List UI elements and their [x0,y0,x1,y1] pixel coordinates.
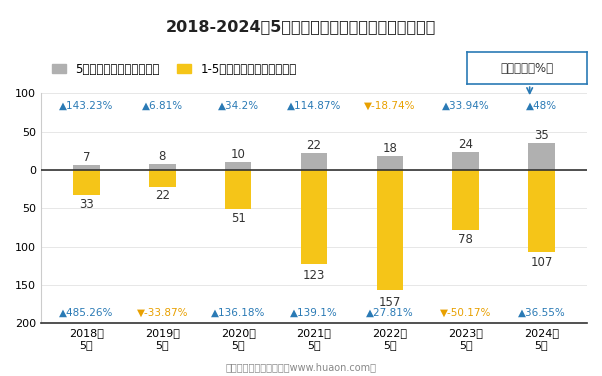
Bar [528,143,555,170]
Text: 123: 123 [303,269,325,282]
Bar [73,165,100,170]
Bar [528,170,555,252]
Legend: 5月期权成交金额（亿元）, 1-5月期权成交金额（亿元）: 5月期权成交金额（亿元）, 1-5月期权成交金额（亿元） [47,58,302,80]
Bar [452,152,479,170]
Text: 制图：华经产业研究院（www.huaon.com）: 制图：华经产业研究院（www.huaon.com） [226,362,376,372]
Bar [377,156,403,170]
Text: 8: 8 [159,150,166,163]
Bar [377,170,403,290]
Text: 22: 22 [155,189,170,202]
Text: 10: 10 [231,148,246,161]
Text: ▼-18.74%: ▼-18.74% [364,100,415,110]
Text: ▼-50.17%: ▼-50.17% [440,308,491,318]
Text: 22: 22 [306,139,321,152]
Text: ▲139.1%: ▲139.1% [290,308,338,318]
Text: ▲48%: ▲48% [526,100,557,110]
Text: ▲33.94%: ▲33.94% [442,100,489,110]
Text: 35: 35 [534,129,549,142]
Text: ▲6.81%: ▲6.81% [141,100,183,110]
Text: 24: 24 [458,138,473,150]
Text: ▲36.55%: ▲36.55% [518,308,565,318]
Text: 78: 78 [458,233,473,246]
Bar [149,164,176,170]
Bar [149,170,176,187]
Bar [225,170,252,209]
Text: ▲485.26%: ▲485.26% [60,308,114,318]
Text: 33: 33 [79,199,94,211]
Bar [225,162,252,170]
Bar [452,170,479,230]
Bar [73,170,100,195]
Text: ▼-33.87%: ▼-33.87% [137,308,188,318]
Text: 7: 7 [82,150,90,164]
Text: 2018-2024年5月大连商品交易所豆粕期权成交金额: 2018-2024年5月大连商品交易所豆粕期权成交金额 [166,19,436,34]
Text: 18: 18 [382,142,397,155]
Text: 157: 157 [379,296,401,309]
Bar [301,153,327,170]
Text: ▲27.81%: ▲27.81% [366,308,414,318]
Text: 107: 107 [530,256,553,269]
Bar [301,170,327,264]
Text: ▲136.18%: ▲136.18% [211,308,265,318]
Text: ▲34.2%: ▲34.2% [217,100,259,110]
Text: ▲114.87%: ▲114.87% [287,100,341,110]
Text: ▲143.23%: ▲143.23% [60,100,114,110]
Text: 51: 51 [231,212,246,225]
